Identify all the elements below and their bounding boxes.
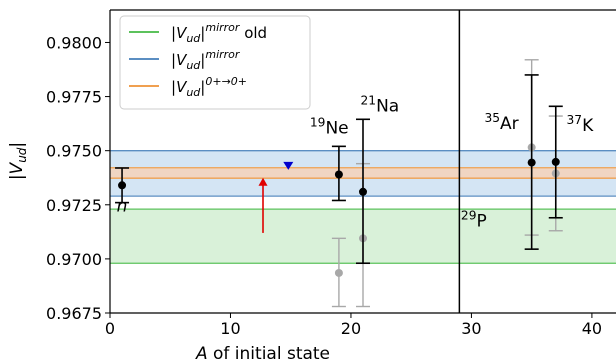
y-tick-label-5: 0.9800 xyxy=(46,33,102,52)
annotation-1-main: Ne xyxy=(325,118,348,138)
legend-label-0-v: V xyxy=(176,24,188,42)
x-axis-label: A of initial state xyxy=(195,344,330,364)
annotation-5-sup: 29 xyxy=(461,208,477,222)
y-tick-label-1: 0.9700 xyxy=(46,250,102,269)
point-0-marker xyxy=(118,181,127,190)
x-tick-label-2: 20 xyxy=(341,319,361,338)
axes-layer: 0 10 20 30 40 0.9675 0.9700 0.9725 0.9750 0.9775 0… xyxy=(7,9,616,364)
x-tick-label-0: 0 xyxy=(105,319,115,338)
annotation-0-main: n xyxy=(117,196,128,216)
x-tick-label-3: 30 xyxy=(461,319,481,338)
y-axis-label-v: V xyxy=(7,161,27,174)
legend-label-0-sub: ud xyxy=(186,32,201,45)
x-tick-label-4: 40 xyxy=(582,319,602,338)
point-1-marker xyxy=(334,170,343,179)
current-points-layer xyxy=(115,74,563,265)
y-axis-label-sub: ud xyxy=(15,147,29,163)
legend-label-2-bar2: | xyxy=(200,78,205,96)
legend-label-2-v: V xyxy=(176,78,188,96)
legend-label-1-v: V xyxy=(176,51,188,69)
legend-label-0-tail: old xyxy=(239,24,267,42)
legend-label-2-bar: | xyxy=(171,78,176,96)
legend-label-1-sup: mirror xyxy=(205,48,241,61)
annotation-1: 19Ne xyxy=(310,115,349,138)
y-axis-label-bar1: | xyxy=(7,174,27,180)
point-3-marker xyxy=(527,158,536,167)
legend-label-0: |Vud|mirror old xyxy=(171,21,267,45)
legend-label-0-sup: mirror xyxy=(205,21,241,34)
y-axis-label-bar2: | xyxy=(7,142,27,148)
blue-triangle-marker xyxy=(283,161,294,170)
legend-label-1: |Vud|mirror xyxy=(171,48,241,72)
annotation-2-main: Na xyxy=(376,97,399,117)
y-tick-label-0: 0.9675 xyxy=(46,304,102,323)
old-point-0-marker xyxy=(334,268,343,277)
annotation-1-sup: 19 xyxy=(310,115,326,129)
legend-label-2-sup: 0+→0+ xyxy=(205,75,247,88)
x-tick-label-1: 10 xyxy=(220,319,240,338)
annotation-3-main: Ar xyxy=(500,114,519,134)
annotation-2: 21Na xyxy=(361,94,400,117)
annotation-5: 29P xyxy=(461,208,487,231)
annotation-3: 35Ar xyxy=(484,111,518,134)
annotation-0: n xyxy=(117,196,128,216)
legend-label-1-bar2: | xyxy=(200,51,205,69)
legend-box xyxy=(119,15,311,110)
legend-label-2: |Vud|0+→0+ xyxy=(171,75,247,99)
annotation-4: 37K xyxy=(566,113,594,136)
red-arrow-head xyxy=(258,177,268,186)
legend-label-2-sub: ud xyxy=(186,86,201,99)
legend-label-1-bar: | xyxy=(171,51,176,69)
annotation-4-main: K xyxy=(582,116,594,136)
legend-label-0-bar: | xyxy=(171,24,176,42)
annotation-5-main: P xyxy=(476,211,486,231)
annotation-2-sup: 21 xyxy=(361,94,377,108)
annotation-4-sup: 37 xyxy=(566,113,582,127)
x-axis-label-var: A xyxy=(195,344,208,364)
legend-label-1-sub: ud xyxy=(186,59,201,72)
annotation-3-sup: 35 xyxy=(484,111,500,125)
annotations-layer: n 19Ne 21Na 35Ar 37K 29P xyxy=(117,94,594,232)
point-4-marker xyxy=(551,157,560,166)
legend-label-0-bar2: | xyxy=(200,24,205,42)
point-2-marker xyxy=(359,187,367,196)
legend: |Vud|mirror old|Vud|mirror|Vud|0+→0+ xyxy=(119,15,311,110)
y-tick-label-4: 0.9775 xyxy=(46,88,102,107)
y-tick-label-2: 0.9725 xyxy=(46,196,102,215)
y-tick-label-3: 0.9750 xyxy=(46,142,102,161)
y-axis-label: |Vud| xyxy=(7,142,29,180)
x-axis-label-rest: of initial state xyxy=(208,344,330,364)
